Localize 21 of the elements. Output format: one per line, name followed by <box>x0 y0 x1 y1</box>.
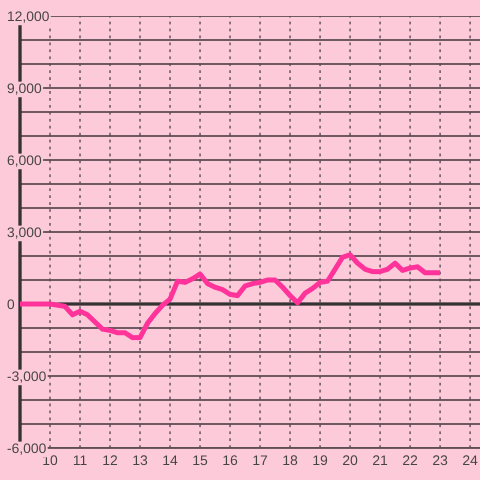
y-tick-label: 6,000 <box>8 155 42 167</box>
x-tick-label: 13 <box>133 455 148 466</box>
x-tick-label: 14 <box>163 455 178 466</box>
y-tick-label: -3,000 <box>8 371 46 383</box>
y-tick-label: 3,000 <box>7 227 42 239</box>
x-tick-label: 19 <box>313 455 328 466</box>
y-tick-label: -6,000 <box>8 443 46 455</box>
x-tick-label: 23 <box>433 455 448 466</box>
y-tick-label: 9,000 <box>8 83 42 95</box>
x-tick-label: 12 <box>103 455 118 466</box>
x-tick-label: 11 <box>74 455 87 466</box>
x-tick-label: 15 <box>193 455 208 466</box>
y-tick-label: 0 <box>7 299 14 310</box>
x-tick-label: 24 <box>463 455 478 466</box>
x-tick-label: 18 <box>283 455 298 466</box>
x-tick-label: 20 <box>343 455 358 466</box>
x-tick-label: 21 <box>373 455 388 466</box>
x-tick-label: 17 <box>253 455 268 466</box>
y-tick-label: 12,000 <box>8 11 49 23</box>
x-tick-label: 16 <box>223 455 238 466</box>
x-tick-label: 22 <box>403 455 418 466</box>
